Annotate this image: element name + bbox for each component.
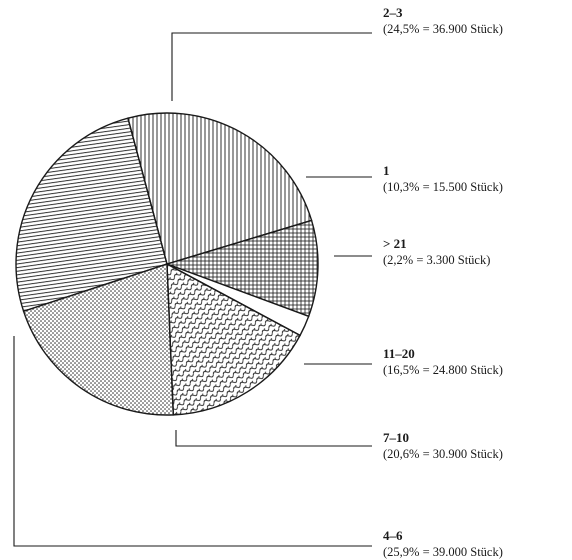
slice-category-label: 4–6 <box>383 528 403 543</box>
slice-value-label: (16,5% = 24.800 Stück) <box>383 363 503 377</box>
slice-value-label: (20,6% = 30.900 Stück) <box>383 447 503 461</box>
leader-line-2-3 <box>171 32 372 101</box>
pie-slice <box>22 263 175 416</box>
pie-slice <box>15 117 168 313</box>
pie-slice <box>164 219 319 318</box>
slice-value-label: (2,2% = 3.300 Stück) <box>383 253 490 267</box>
slice-category-label: 7–10 <box>383 430 409 445</box>
slice-value-label: (10,3% = 15.500 Stück) <box>383 180 503 194</box>
slice-value-label: (24,5% = 36.900 Stück) <box>383 22 503 36</box>
leader-line-4-6 <box>13 336 372 547</box>
slice-category-label: 11–20 <box>383 346 415 361</box>
pie-slice <box>127 112 313 265</box>
slice-category-label: 2–3 <box>383 5 403 20</box>
pie-slice <box>166 262 302 416</box>
leader-line-7-10 <box>175 430 372 447</box>
slice-category-label: 1 <box>383 163 390 178</box>
slice-category-label: > 21 <box>383 236 407 251</box>
slice-value-label: (25,9% = 39.000 Stück) <box>383 545 503 559</box>
